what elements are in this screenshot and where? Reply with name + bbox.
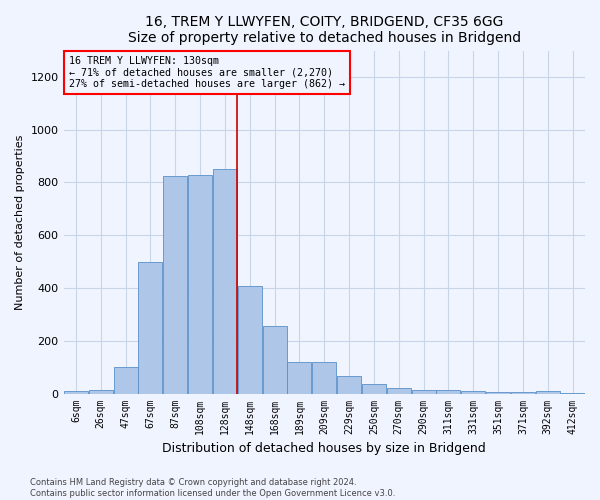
Bar [287, 362, 311, 394]
Title: 16, TREM Y LLWYFEN, COITY, BRIDGEND, CF35 6GG
Size of property relative to detac: 16, TREM Y LLWYFEN, COITY, BRIDGEND, CF3… [128, 15, 521, 45]
Bar [213, 170, 237, 394]
Bar [362, 384, 386, 394]
Bar [412, 390, 436, 394]
Bar [89, 390, 113, 394]
Bar [113, 367, 137, 394]
X-axis label: Distribution of detached houses by size in Bridgend: Distribution of detached houses by size … [163, 442, 486, 455]
Text: Contains HM Land Registry data © Crown copyright and database right 2024.
Contai: Contains HM Land Registry data © Crown c… [30, 478, 395, 498]
Bar [387, 388, 411, 394]
Bar [511, 392, 535, 394]
Bar [337, 376, 361, 394]
Bar [263, 326, 287, 394]
Bar [486, 392, 510, 394]
Bar [64, 392, 88, 394]
Bar [139, 262, 163, 394]
Bar [560, 393, 584, 394]
Y-axis label: Number of detached properties: Number of detached properties [15, 134, 25, 310]
Bar [436, 390, 460, 394]
Bar [188, 174, 212, 394]
Bar [238, 286, 262, 394]
Bar [163, 176, 187, 394]
Bar [461, 391, 485, 394]
Text: 16 TREM Y LLWYFEN: 130sqm
← 71% of detached houses are smaller (2,270)
27% of se: 16 TREM Y LLWYFEN: 130sqm ← 71% of detac… [69, 56, 345, 89]
Bar [536, 391, 560, 394]
Bar [312, 362, 337, 394]
